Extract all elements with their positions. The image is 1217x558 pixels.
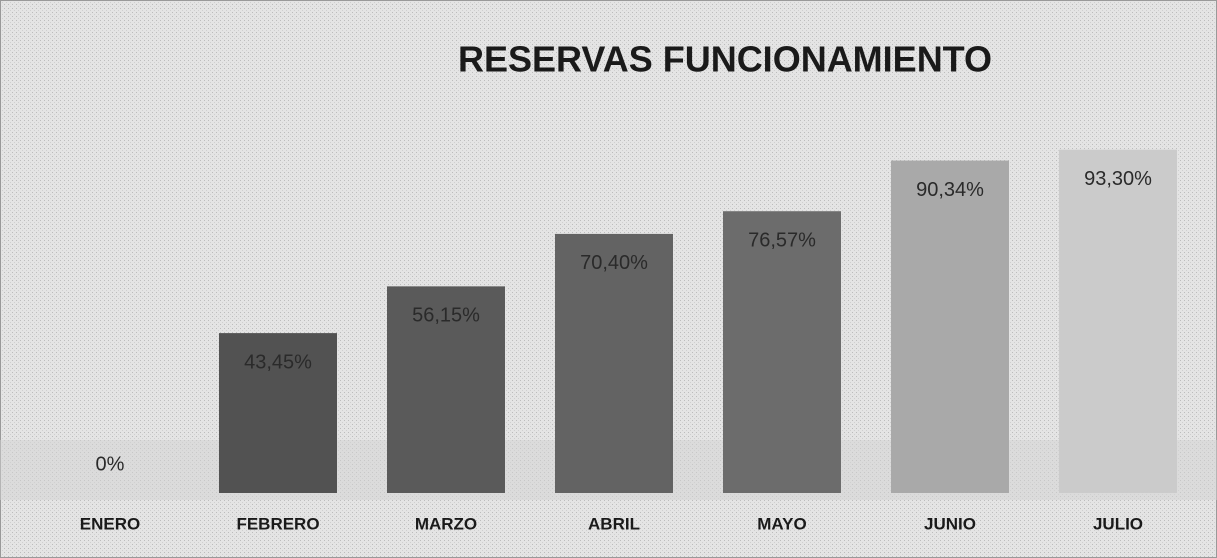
x-tick-label: ENERO [80, 514, 140, 533]
x-tick-label: JUNIO [924, 514, 976, 533]
x-tick-label: FEBRERO [236, 514, 319, 533]
value-label: 56,15% [412, 305, 480, 327]
value-label: 90,34% [916, 179, 984, 201]
x-tick-label: ABRIL [588, 514, 640, 533]
value-label: 76,57% [748, 230, 816, 252]
bar [555, 233, 673, 494]
bar [891, 160, 1009, 493]
chart-title: RESERVAS FUNCIONAMIENTO [458, 39, 992, 80]
bar [387, 286, 505, 493]
bar [219, 333, 337, 493]
x-tick-label: JULIO [1093, 514, 1143, 533]
value-label: 70,40% [580, 252, 648, 274]
x-tick-label: MARZO [415, 514, 477, 533]
x-tick-label: MAYO [757, 514, 806, 533]
value-label: 93,30% [1084, 168, 1152, 190]
value-label: 0% [96, 453, 125, 475]
value-label: 43,45% [244, 351, 312, 373]
bar [1059, 149, 1177, 493]
bar [723, 211, 841, 493]
